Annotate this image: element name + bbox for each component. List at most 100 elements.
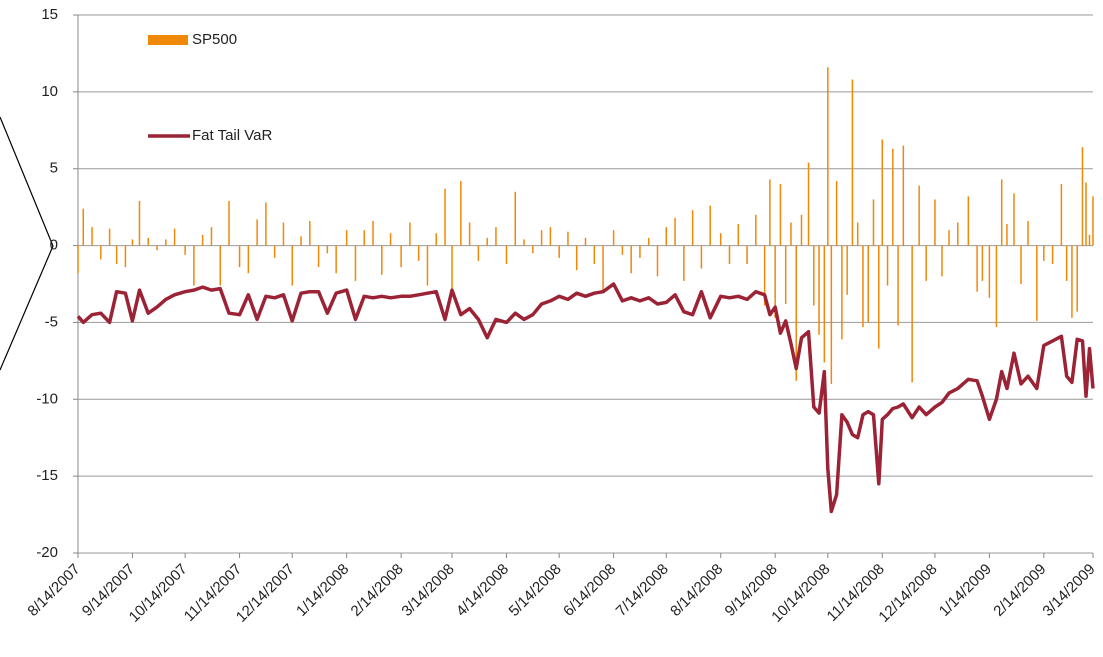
bar [409,222,411,246]
bar [486,237,488,246]
bar [265,202,267,246]
bar [976,245,978,292]
bar [886,245,889,286]
bar [567,231,569,246]
bar [948,230,950,246]
bar [856,222,859,246]
bar [862,245,864,328]
bar [532,245,534,254]
bar [769,179,771,246]
bar [1088,234,1091,246]
x-tick-label: 8/14/2008 [667,561,726,620]
bar [1043,245,1045,261]
x-tick-label: 3/14/2008 [398,561,457,620]
bar [867,245,869,323]
bar [851,79,854,246]
bar [238,245,241,268]
bar [549,227,552,246]
y-tick-label: -15 [36,467,58,484]
bar [335,245,337,274]
bar [138,200,141,246]
bar [173,228,176,246]
bar [477,245,480,261]
bar [451,245,453,289]
bar [795,245,797,381]
bar [918,185,920,246]
bar [988,245,991,298]
bar [1071,245,1073,318]
bar [540,230,543,246]
bar [1076,245,1078,312]
bar [1027,220,1029,246]
line [76,282,1095,514]
legend-label: SP500 [192,31,237,48]
x-tick-label: 8/14/2007 [24,561,83,620]
bar [77,245,79,274]
bar [981,245,984,281]
bar [1051,245,1054,265]
bar [995,245,998,328]
y-tick-label: -20 [36,544,58,561]
legend-swatch [148,35,188,45]
x-tick-label: 5/14/2008 [506,561,565,620]
bar [691,210,694,246]
bar [602,245,604,291]
y-tick-label: 10 [41,83,58,100]
bar [82,208,85,246]
bar [165,239,167,246]
bar [558,245,560,258]
y-tick-label: -10 [36,390,58,407]
bar [902,145,905,246]
bar [1085,182,1087,246]
bar [612,230,615,246]
x-tick-label: 6/14/2008 [560,561,619,620]
bar [523,239,525,246]
bar [115,245,118,265]
bar [911,245,913,383]
bar [656,245,659,277]
bar [131,239,134,246]
bar [846,245,848,295]
decor-chevron [0,116,54,371]
x-tick-label: 1/14/2008 [293,561,352,620]
bar [1060,184,1063,246]
bar [630,245,632,274]
bar [897,245,899,326]
bar [827,67,829,246]
bar [700,245,703,269]
x-tick-label: 4/14/2008 [453,561,512,620]
x-tick-label: 1/14/2009 [936,561,995,620]
bar [755,214,757,246]
bar [201,234,204,246]
y-tick-label: 0 [50,237,58,254]
bar [273,245,276,258]
bar [784,245,787,304]
bar [354,245,357,281]
bar [709,205,711,246]
bar [1000,179,1003,246]
bar [184,245,186,255]
bar [967,196,970,246]
bar [91,227,93,246]
bar [872,199,875,246]
bar [892,148,894,246]
bar [300,236,302,246]
bar [389,233,392,246]
x-tick-label: 2/14/2008 [348,561,407,620]
bar [417,245,420,261]
bar [505,245,508,265]
bar [639,245,641,258]
x-tick-label: 2/14/2009 [990,561,1049,620]
bar [774,245,776,318]
bar [719,233,722,246]
bar [100,245,102,260]
y-tick-label: 15 [41,6,58,23]
bar [282,222,285,246]
bar [514,191,517,246]
x-tick-label: 7/14/2008 [613,561,672,620]
bar [147,237,149,246]
bar [345,230,348,246]
bar [309,220,311,246]
bar [228,200,230,246]
